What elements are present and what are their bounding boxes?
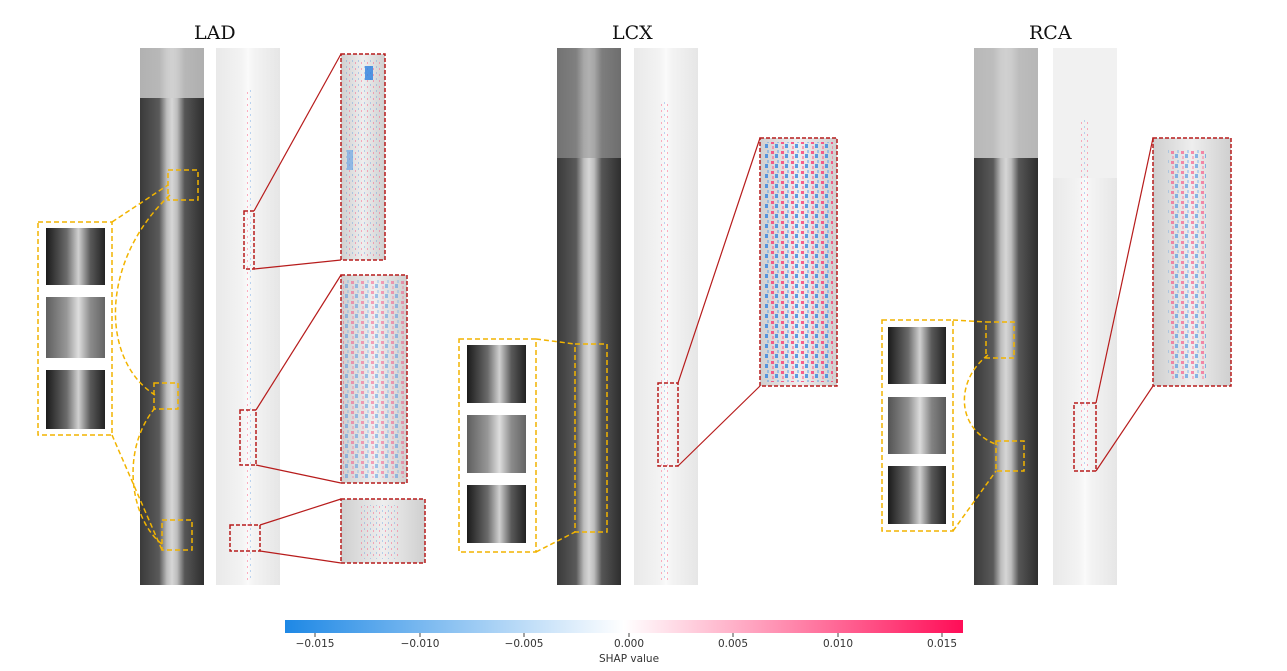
rca-shap-strip (1053, 48, 1117, 585)
panel-title-lad: LAD (194, 22, 236, 44)
colorbar-label: SHAP value (598, 653, 660, 665)
colorbar-tick-label: −0.010 (400, 638, 440, 650)
lcx-shap-strip (634, 48, 698, 585)
lad-ct-strip (140, 48, 204, 585)
lad-zoom-3 (229, 498, 426, 564)
lad-shap-strip (216, 48, 280, 585)
colorbar-tick-label: 0.005 (717, 638, 749, 650)
lad-patch-group (37, 221, 113, 436)
lcx-patch-group (458, 338, 537, 553)
lcx-zoom-1 (657, 137, 838, 467)
lcx-ct-strip (557, 48, 621, 585)
shap-colorbar (285, 620, 963, 637)
rca-patch-group (881, 319, 954, 532)
rca-yellow-markers (952, 319, 1025, 532)
lad-zoom-1 (243, 53, 386, 270)
panel-title-lcx: LCX (612, 22, 653, 44)
rca-ct-strip (974, 48, 1038, 585)
lad-yellow-markers (111, 169, 199, 551)
colorbar-tick-label: 0.015 (926, 638, 958, 650)
colorbar-tick-label: −0.015 (295, 638, 335, 650)
colorbar-tick-label: 0.010 (822, 638, 854, 650)
lcx-yellow-markers (535, 338, 608, 553)
lad-zoom-2 (239, 274, 408, 484)
panel-title-rca: RCA (1029, 22, 1072, 44)
rca-zoom-1 (1073, 137, 1232, 472)
colorbar-tick-label: −0.005 (504, 638, 544, 650)
colorbar-tick-label: 0.000 (613, 638, 645, 650)
